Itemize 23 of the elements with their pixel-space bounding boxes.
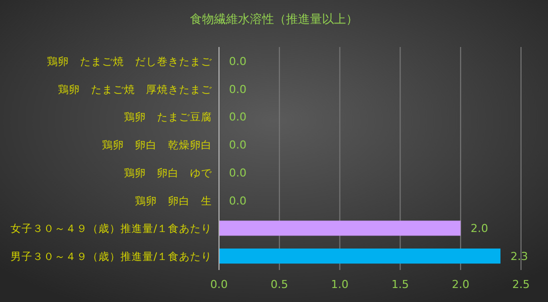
y-tick-label: 女子３０～４９（歳）推進量/１食あたり <box>10 222 212 236</box>
y-tick-label: 男子３０～４９（歳）推進量/１食あたり <box>10 250 212 264</box>
x-tick-label: 0.0 <box>210 278 228 291</box>
data-label: 0.0 <box>229 110 246 124</box>
y-tick-label: 鶏卵 たまご焼 厚焼きたまご <box>58 82 213 96</box>
y-tick-label: 鶏卵 たまご豆腐 <box>124 110 212 124</box>
x-tick-label: 0.5 <box>270 278 288 291</box>
data-label: 0.0 <box>229 138 246 152</box>
data-label: 0.0 <box>229 194 246 208</box>
data-label: 0.0 <box>229 82 246 96</box>
data-label: 2.0 <box>470 222 488 236</box>
x-tick-label: 1.5 <box>391 278 409 291</box>
y-tick-label: 鶏卵 卵白 生 <box>135 194 212 208</box>
x-tick-label: 1.0 <box>331 278 349 291</box>
chart-title: 食物繊維水溶性（推進量以上） <box>190 12 358 26</box>
x-tick-label: 2.0 <box>452 278 470 291</box>
y-tick-label: 鶏卵 卵白 乾燥卵白 <box>102 138 212 152</box>
data-label: 2.3 <box>510 250 528 264</box>
data-label: 0.0 <box>229 166 246 180</box>
y-tick-label: 鶏卵 卵白 ゆで <box>124 166 213 180</box>
y-tick-label: 鶏卵 たまご焼 だし巻きたまご <box>47 54 213 68</box>
data-label: 0.0 <box>229 54 246 68</box>
x-tick-label: 2.5 <box>512 278 530 291</box>
